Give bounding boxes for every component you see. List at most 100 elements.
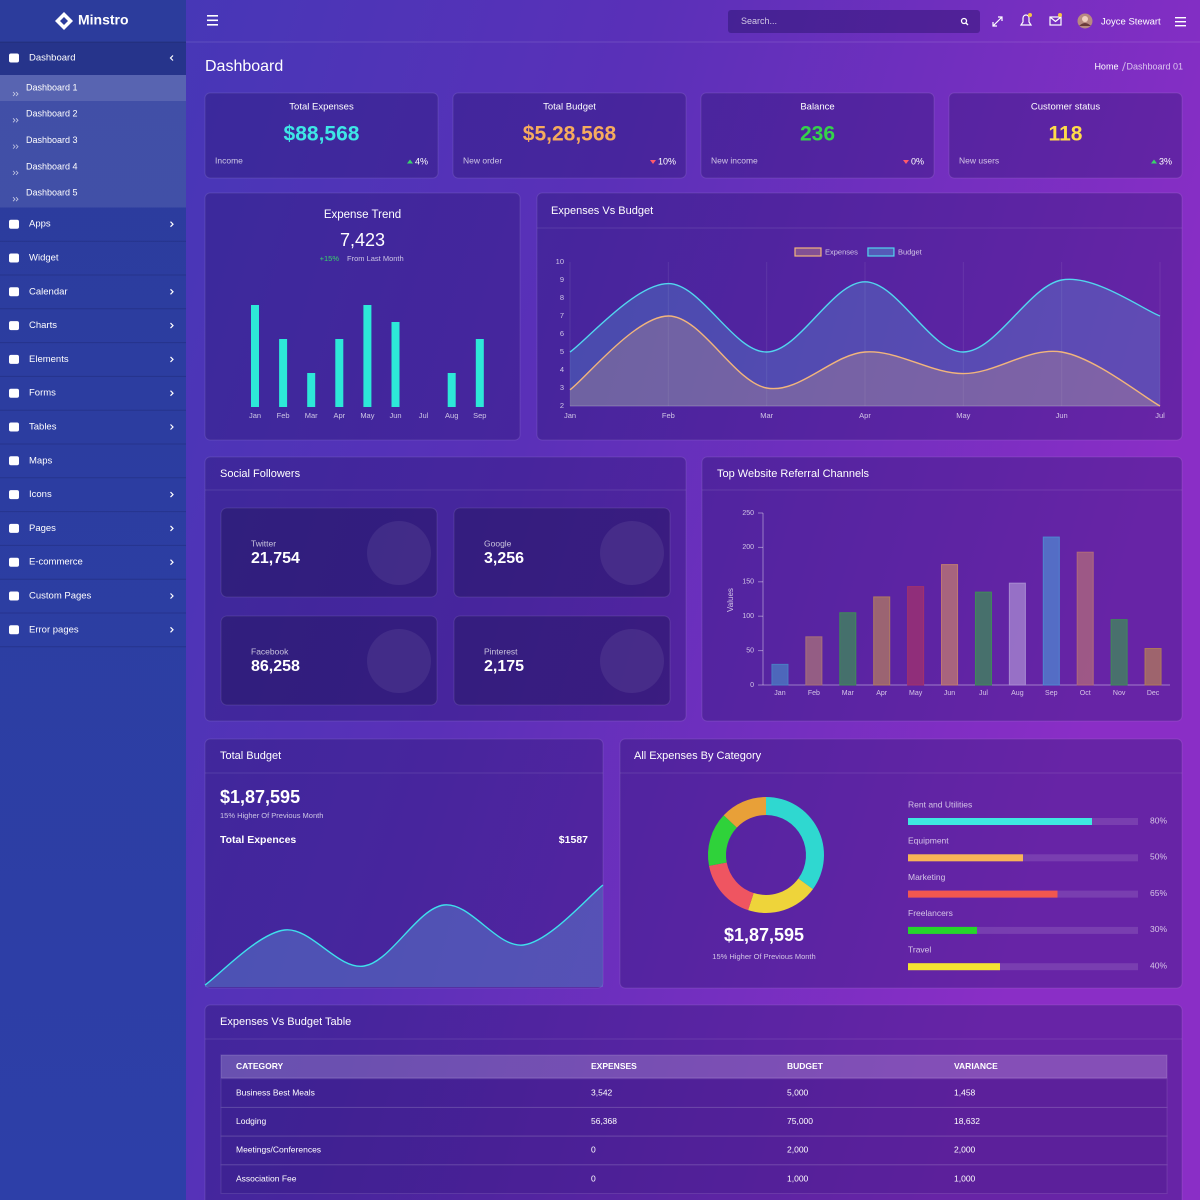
panel-title: Social Followers <box>220 468 301 480</box>
chart-change: +15% <box>320 254 340 263</box>
y-tick-label: 200 <box>742 544 754 551</box>
table-row <box>220 1164 1168 1195</box>
menu-item[interactable]: E-commerce <box>29 557 83 568</box>
progress-bar <box>908 890 1058 898</box>
social-name: Twitter <box>251 538 276 548</box>
social-value: 2,175 <box>484 658 524 675</box>
legend-swatch <box>867 247 895 257</box>
menu-icon <box>9 456 19 466</box>
table-cell: Meetings/Conferences <box>236 1145 321 1155</box>
menu-icon <box>9 219 19 229</box>
line <box>569 315 1161 407</box>
y-tick-label: 10 <box>556 257 564 266</box>
chart-title: Total Budget <box>220 750 281 762</box>
x-tick-label: May <box>360 411 374 420</box>
stat-title: Total Expenses <box>289 102 354 113</box>
progress-label: Freelancers <box>908 908 953 918</box>
menu-item[interactable]: Dashboard <box>29 53 75 64</box>
menu-chevron <box>170 491 174 498</box>
menu-chevron <box>170 288 174 295</box>
table-cell: Lodging <box>236 1116 267 1126</box>
y-tick-label: 0 <box>750 682 754 689</box>
stat-card <box>452 92 687 179</box>
submenu-item[interactable]: Dashboard 1 <box>26 82 78 92</box>
menu-item[interactable]: Icons <box>29 489 52 500</box>
bar <box>907 586 925 686</box>
table-cell: 56,368 <box>591 1116 617 1126</box>
submenu-item[interactable]: Dashboard 2 <box>26 109 78 119</box>
chart-title: Expense Trend <box>324 209 401 221</box>
menu-item[interactable]: Elements <box>29 354 69 365</box>
y-tick-label: 8 <box>560 293 564 302</box>
progress-bar <box>908 926 977 934</box>
menu-toggle[interactable] <box>207 15 218 26</box>
y-tick-label: 9 <box>560 275 564 284</box>
settings-toggle[interactable] <box>1175 17 1186 27</box>
table-cell: 2,000 <box>954 1145 976 1155</box>
menu-item[interactable]: Widget <box>29 253 59 264</box>
x-tick-label: Mar <box>842 690 855 697</box>
donut-segment <box>748 878 813 913</box>
menu-item[interactable]: Tables <box>29 422 57 433</box>
x-tick-label: Feb <box>662 411 675 420</box>
menu-item[interactable]: Custom Pages <box>29 591 92 602</box>
stat-value: 236 <box>800 123 835 146</box>
menu-item[interactable]: Forms <box>29 388 56 399</box>
page-title: Dashboard <box>205 58 283 75</box>
progress-value: 30% <box>1150 924 1167 934</box>
social-name: Pinterest <box>484 646 518 656</box>
menu-item[interactable]: Maps <box>29 455 52 466</box>
sidebar <box>0 0 186 1200</box>
menu-item[interactable]: Error pages <box>29 624 79 635</box>
progress-value: 40% <box>1150 960 1167 970</box>
submenu-item[interactable]: Dashboard 4 <box>26 161 78 171</box>
y-tick-label: 4 <box>560 365 564 374</box>
progress-value: 80% <box>1150 815 1167 825</box>
area <box>570 279 1160 406</box>
table-cell: 0 <box>591 1173 596 1183</box>
x-tick-label: May <box>956 411 970 420</box>
user-name[interactable]: Joyce Stewart <box>1101 17 1161 28</box>
progress-bar <box>908 854 1023 862</box>
fullscreen-icon[interactable] <box>992 16 1003 27</box>
stat-value: $88,568 <box>284 123 360 146</box>
bar <box>391 322 400 407</box>
menu-icon <box>9 354 19 364</box>
search-icon[interactable] <box>960 17 969 26</box>
x-tick-label: Nov <box>1113 690 1126 697</box>
x-tick-label: Jan <box>564 411 576 420</box>
progress-label: Marketing <box>908 872 946 882</box>
submenu-item[interactable]: Dashboard 5 <box>26 188 78 198</box>
mail-icon[interactable] <box>1049 13 1062 26</box>
progress-track <box>908 963 1138 971</box>
donut-segment <box>723 797 766 828</box>
table-cell: 1,000 <box>954 1173 976 1183</box>
bar <box>1008 582 1026 686</box>
search-box[interactable] <box>728 10 980 33</box>
menu-item[interactable]: Calendar <box>29 286 68 297</box>
bar <box>251 305 259 407</box>
stat-title: Customer status <box>1031 102 1100 113</box>
submenu-item[interactable]: Dashboard 3 <box>26 135 78 145</box>
progress-value: 50% <box>1150 852 1167 862</box>
menu-chevron <box>170 626 174 633</box>
social-card <box>220 615 438 706</box>
menu-icon <box>9 53 19 63</box>
avatar[interactable] <box>1077 13 1093 29</box>
table-cell: 1,000 <box>787 1173 809 1183</box>
menu-item[interactable]: Pages <box>29 523 56 534</box>
bar <box>1110 619 1128 686</box>
bar <box>771 663 789 686</box>
menu-item[interactable]: Charts <box>29 320 57 331</box>
y-tick-label: 250 <box>742 510 754 517</box>
x-tick-label: Mar <box>305 411 318 420</box>
submenu-icon <box>12 196 19 202</box>
progress-bar <box>908 818 1092 825</box>
social-name: Google <box>484 538 512 548</box>
menu-item[interactable]: Apps <box>29 219 51 230</box>
menu-chevron <box>170 322 174 329</box>
notification-icon[interactable] <box>1019 13 1033 26</box>
stat-card <box>204 92 439 179</box>
chart-note: From Last Month <box>347 254 404 263</box>
social-icon <box>367 629 431 693</box>
